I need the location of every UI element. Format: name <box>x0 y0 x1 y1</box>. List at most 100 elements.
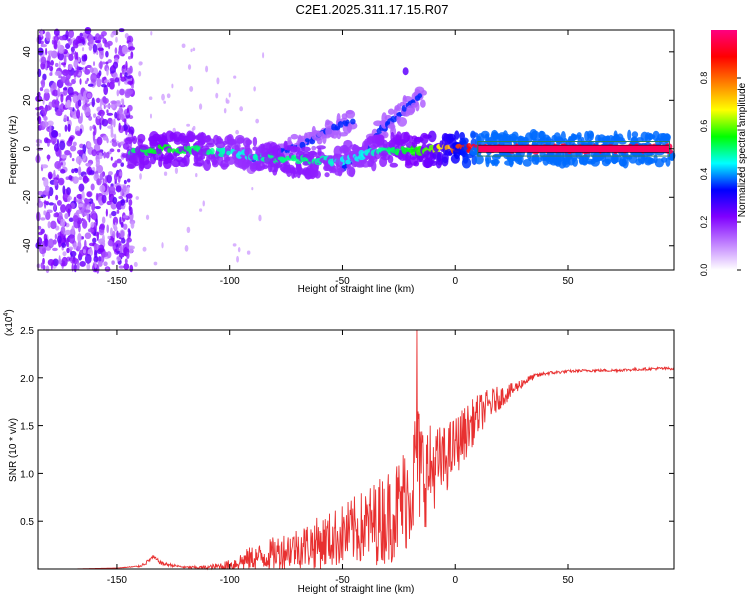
noise-blob <box>186 123 191 127</box>
main-trace-blob-halo <box>419 156 424 163</box>
main-trace-blob-halo <box>380 150 389 156</box>
noise-blob <box>124 72 128 78</box>
noise-blob <box>77 233 82 243</box>
noise-blob <box>99 122 102 130</box>
noise-blob <box>53 143 60 152</box>
noise-blob <box>101 251 108 258</box>
colorbar-tick-label: 0.0 <box>699 264 709 277</box>
noise-blob <box>78 183 85 192</box>
noise-blob <box>113 173 118 182</box>
noise-blob <box>88 45 93 51</box>
main-trace-blob <box>209 147 215 155</box>
noise-blob <box>145 214 150 220</box>
noise-blob <box>93 255 99 263</box>
noise-blob <box>57 235 62 244</box>
noise-blob <box>232 243 237 247</box>
noise-blob <box>86 77 89 82</box>
noise-blob <box>53 28 60 37</box>
noise-blob <box>106 112 114 116</box>
noise-blob <box>72 214 79 223</box>
noise-blob <box>99 49 104 60</box>
noise-blob <box>114 248 118 253</box>
noise-blob <box>119 88 125 96</box>
noise-blob <box>72 93 78 104</box>
noise-blob <box>83 209 91 213</box>
noise-blob <box>59 140 66 151</box>
noise-blob <box>68 174 73 181</box>
noise-blob <box>96 178 102 186</box>
noise-blob <box>100 113 104 119</box>
noise-blob <box>114 222 117 231</box>
main-trace-blob-halo <box>199 131 205 144</box>
main-trace-blob-halo <box>137 133 146 143</box>
noise-blob <box>142 246 147 252</box>
noise-blob <box>60 226 66 235</box>
noise-blob <box>47 50 54 55</box>
noise-blob <box>129 264 134 273</box>
noise-blob <box>103 97 109 104</box>
noise-blob <box>87 83 94 87</box>
noise-blob <box>75 199 83 203</box>
snr-x-ticks: -150 -100 -50 0 50 <box>107 330 574 586</box>
noise-blob <box>163 171 168 176</box>
main-trace-blob-halo <box>606 135 611 141</box>
spectrogram-x-axis-label: Height of straight line (km) <box>298 284 415 295</box>
noise-blob <box>99 172 104 181</box>
noise-blob <box>70 145 77 152</box>
noise-blob <box>90 72 98 83</box>
noise-blob <box>72 141 77 147</box>
noise-blob <box>111 260 115 265</box>
upper-branch-blob <box>304 138 310 143</box>
snr-plot-area <box>38 330 674 569</box>
noise-blob <box>113 133 117 141</box>
main-trace-blob-halo <box>377 136 383 146</box>
noise-blob <box>76 261 80 271</box>
noise-blob <box>116 209 120 214</box>
noise-blob <box>57 40 61 51</box>
main-trace-blob-halo <box>371 161 377 172</box>
noise-blob <box>236 255 240 263</box>
noise-blob <box>122 215 129 219</box>
main-trace-blob-halo <box>337 170 343 177</box>
noise-blob <box>97 256 102 263</box>
noise-blob <box>107 59 112 64</box>
snr-scale-label: (x104) <box>3 309 15 336</box>
noise-blob <box>63 114 68 123</box>
noise-blob <box>86 92 92 99</box>
noise-blob <box>47 120 54 127</box>
upper-branch-blob-halo <box>345 110 354 115</box>
main-trace-blob-halo <box>244 148 249 156</box>
main-trace-blob-halo <box>139 144 149 150</box>
noise-blob <box>47 259 55 266</box>
noise-blob <box>47 139 52 144</box>
noise-blob <box>119 171 123 177</box>
noise-blob <box>91 97 95 108</box>
noise-blob <box>108 171 113 176</box>
noise-blob <box>106 82 111 88</box>
noise-blob <box>108 43 111 50</box>
noise-blob <box>43 115 48 121</box>
spectrogram-x-tick-label: 0 <box>452 276 458 287</box>
noise-blob <box>105 104 112 108</box>
noise-blob <box>131 84 134 89</box>
noise-blob <box>102 178 105 185</box>
main-trace-blob-halo <box>665 133 671 141</box>
noise-blob <box>122 65 126 69</box>
noise-blob <box>124 118 127 126</box>
noise-blob <box>118 195 124 200</box>
main-trace-blob-halo <box>167 152 173 164</box>
main-trace-blob-halo <box>324 172 330 178</box>
noise-blob <box>47 154 50 162</box>
noise-blob <box>114 47 118 55</box>
noise-blob <box>93 113 97 118</box>
noise-blob <box>120 162 125 167</box>
noise-blob <box>205 65 209 73</box>
noise-blob <box>57 52 65 61</box>
noise-blob <box>49 72 53 77</box>
rising-branch-blob-halo <box>387 108 395 115</box>
main-trace-blob <box>466 142 472 149</box>
main-trace-blob <box>329 160 335 167</box>
noise-blob <box>42 107 48 116</box>
spectrogram-x-tick-label: -50 <box>335 276 350 287</box>
noise-blob <box>84 232 92 240</box>
